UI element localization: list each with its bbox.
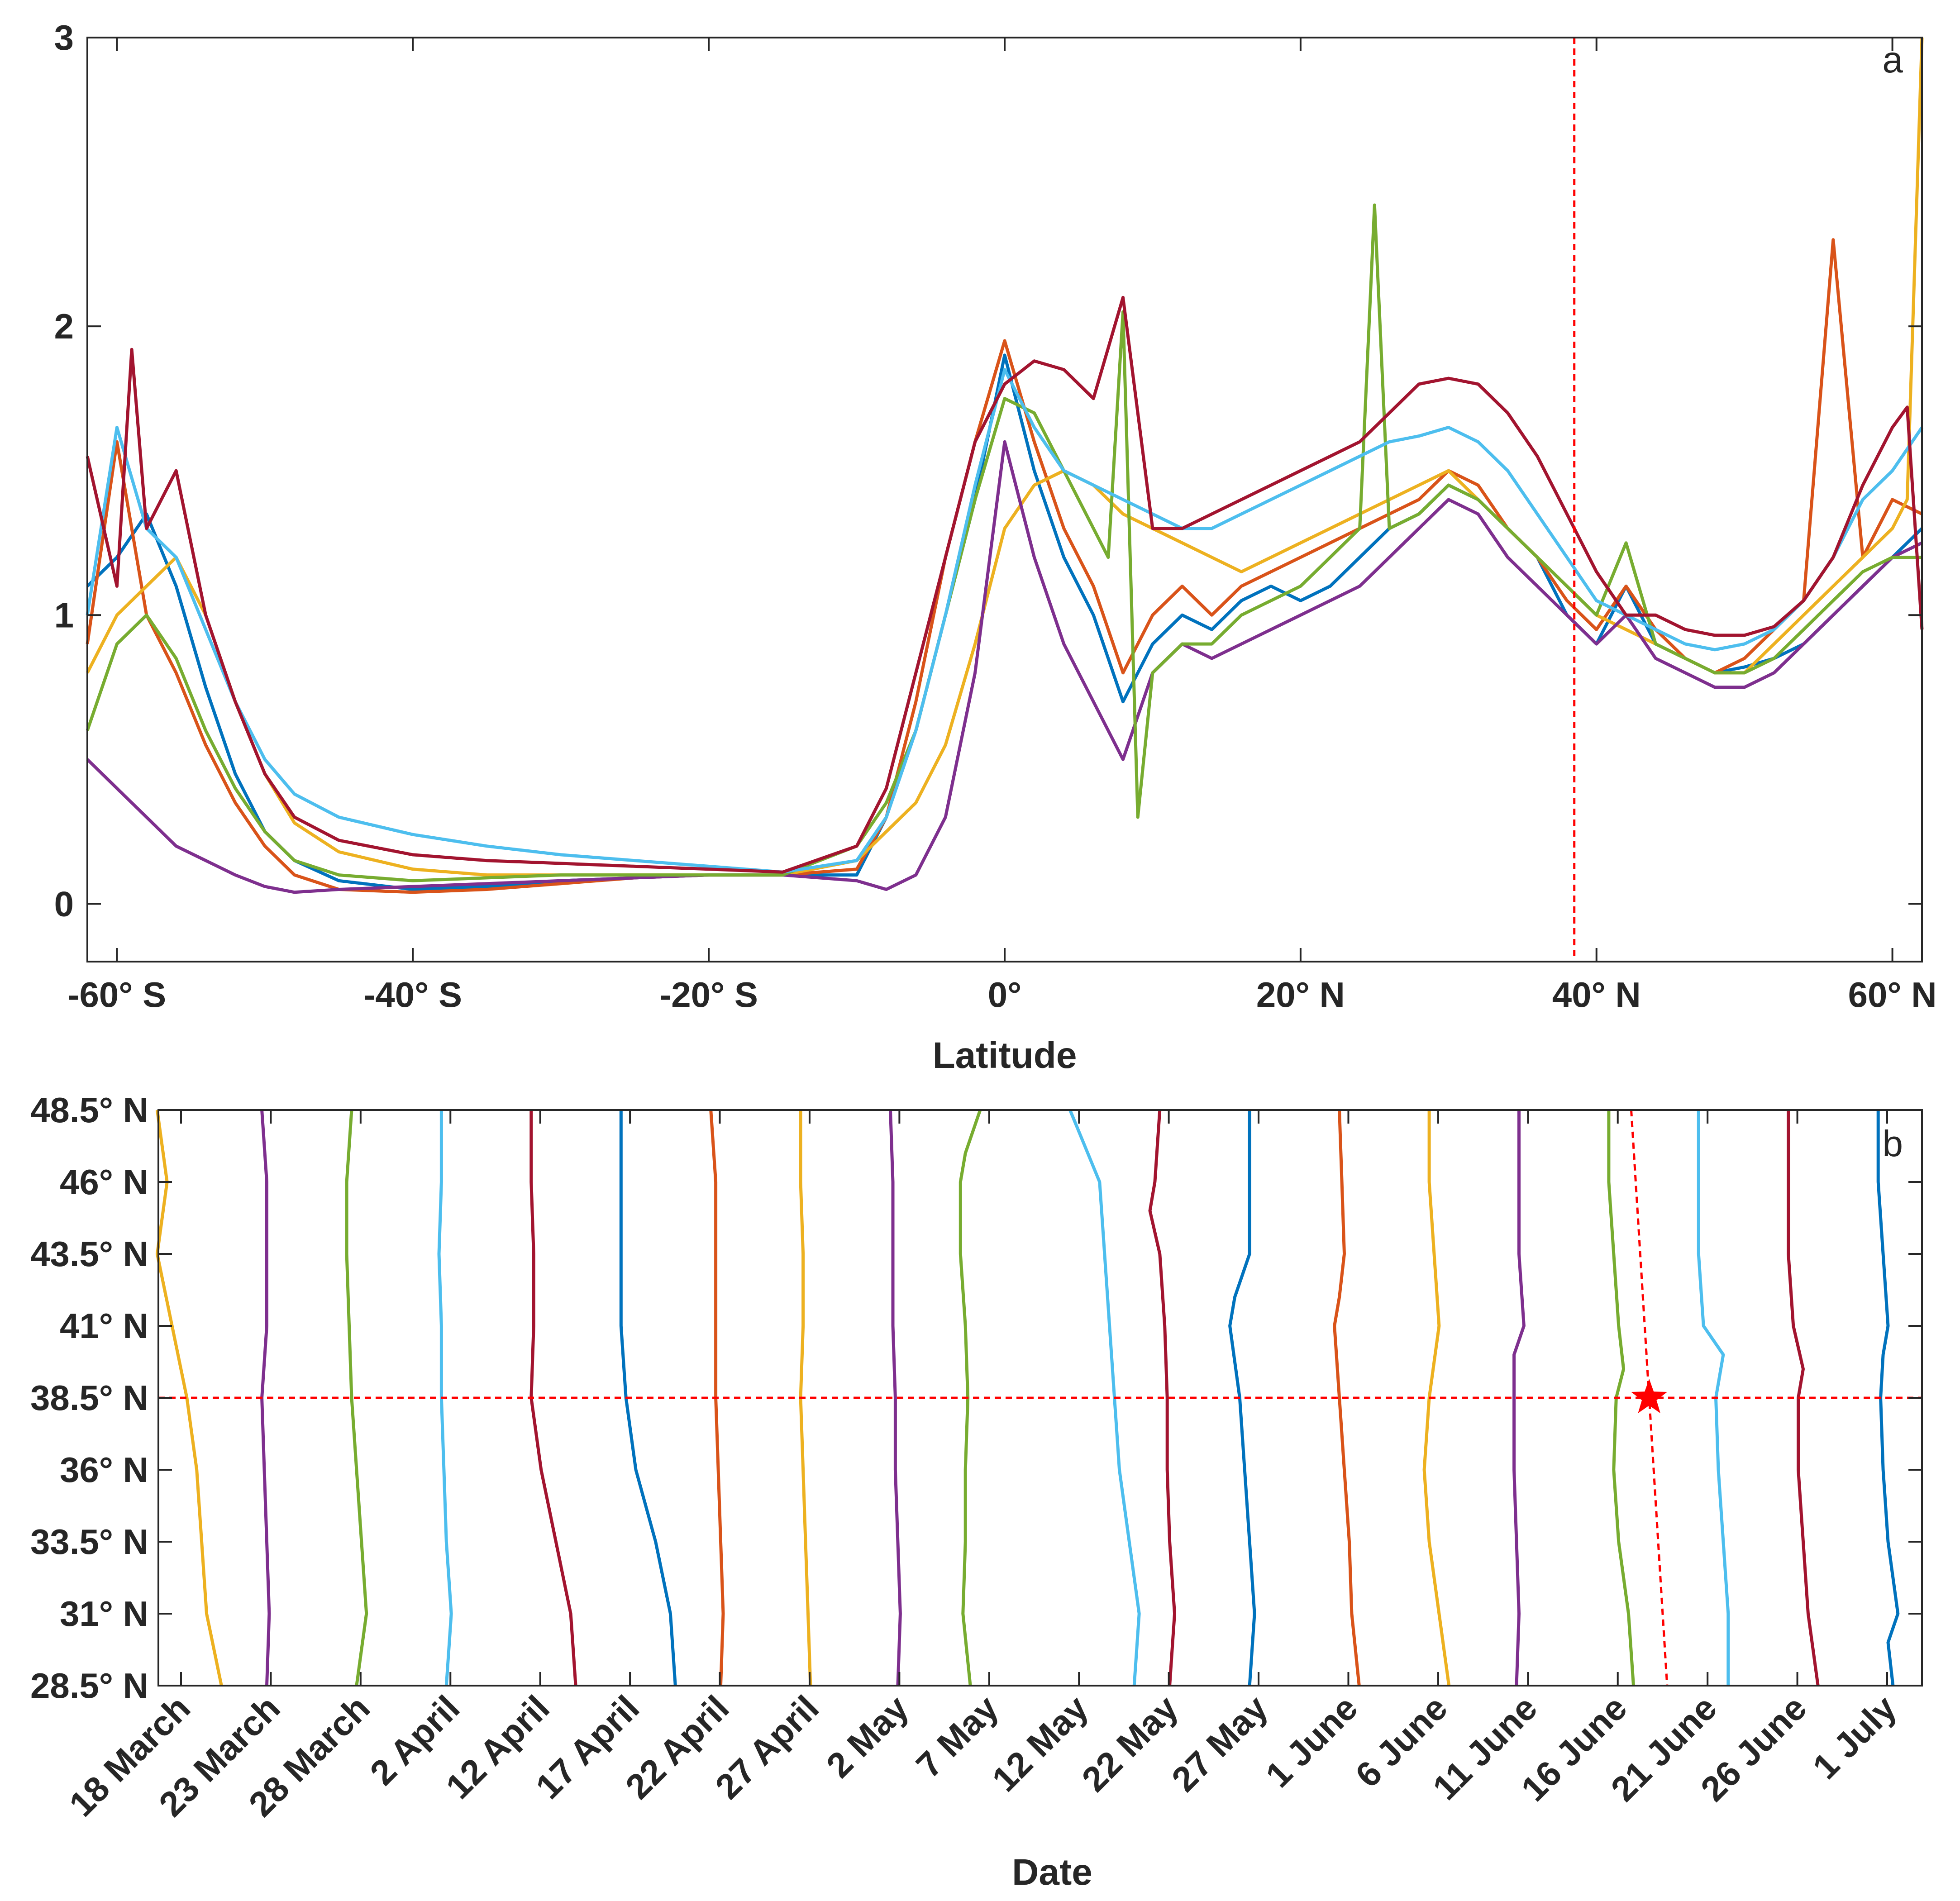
panel-a-x-tick-label: 60° N (1848, 975, 1937, 1015)
panel-b-x-tick-label: 2 May (819, 1688, 916, 1786)
panel-a-series-line-6 (86, 368, 1923, 874)
panel-b-series-line-10 (959, 1109, 982, 1686)
panel-b-series-line-12 (1148, 1110, 1176, 1686)
panel-b-series-line-14 (1333, 1110, 1361, 1686)
panel-b-y-tick-label: 31° N (60, 1594, 148, 1634)
panel-a-label: a (1882, 39, 1903, 81)
panel-b-x-tick-label: 1 July (1805, 1688, 1904, 1787)
panel-b-y-ticks: 28.5° N 31° N 33.5° N 36° N 38.5° N 41° N 43.5… (30, 1090, 1922, 1706)
panel-b-reference-lines (158, 1110, 1922, 1686)
panel-a-y-tick-label: 1 (54, 595, 74, 635)
panel-b-series-line-3 (345, 1110, 368, 1686)
panel-a-x-tick-label: -40° S (363, 975, 462, 1015)
panel-a-series-line-2 (86, 238, 1923, 894)
panel-b-x-tick-label: 27 May (1164, 1688, 1275, 1799)
panel-a-series-line-4 (86, 440, 1923, 894)
panel-b-series-line-17 (1607, 1110, 1635, 1686)
panel-b-x-tick-label: 22 May (1074, 1688, 1185, 1799)
panel-b-x-axis-title: Date (1012, 1852, 1092, 1893)
panel-b-series-line-18 (1697, 1110, 1730, 1686)
chart-panel-a: -60° S -40° S -20° S 0° 20° N 40° N 60° N 0 1 2 3… (54, 18, 1937, 1076)
panel-b-series-line-16 (1512, 1110, 1526, 1686)
panel-a-x-tick-label: -20° S (659, 975, 758, 1015)
panel-b-y-tick-label: 33.5° N (30, 1522, 148, 1562)
panel-a-x-tick-label: 0° (988, 975, 1022, 1015)
panel-b-y-tick-label: 46° N (60, 1162, 148, 1202)
panel-b-y-tick-label: 38.5° N (30, 1378, 148, 1418)
panel-b-label: b (1882, 1123, 1903, 1164)
panel-b-series-line-9 (889, 1110, 902, 1686)
panel-b-series-line-13 (1228, 1110, 1256, 1686)
panel-a-x-tick-label: 20° N (1256, 975, 1345, 1015)
panel-a-y-ticks: 0 1 2 3 (54, 18, 1922, 924)
panel-a-y-tick-label: 0 (54, 884, 74, 924)
panel-a-y-tick-label: 2 (54, 306, 74, 346)
panel-a-y-tick-label: 3 (54, 18, 74, 57)
panel-a-series-line-7 (86, 295, 1924, 874)
panel-b-y-tick-label: 43.5° N (30, 1234, 148, 1274)
panel-a-series-group (86, 37, 1924, 894)
panel-b-series-line-1 (155, 1110, 223, 1686)
panel-a-x-tick-label: 40° N (1552, 975, 1641, 1015)
panel-a-series-line-5 (86, 203, 1922, 882)
panel-b-x-tick-label: 12 May (984, 1688, 1096, 1799)
panel-b-y-tick-label: 48.5° N (30, 1090, 148, 1130)
panel-a-x-ticks: -60° S -40° S -20° S 0° 20° N 40° N 60° N (68, 38, 1937, 1015)
panel-b-series-line-19 (1787, 1110, 1820, 1686)
star-marker (1631, 1379, 1668, 1413)
panel-a-series-line-1 (86, 353, 1923, 891)
panel-b-y-tick-label: 36° N (60, 1450, 148, 1490)
panel-a-x-tick-label: -60° S (68, 975, 167, 1015)
panel-a-series-line-3 (86, 37, 1924, 877)
panel-b-y-tick-label: 28.5° N (30, 1666, 148, 1706)
panel-b-x-tick-label: 1 June (1258, 1688, 1365, 1795)
panel-a-x-axis-title: Latitude (933, 1035, 1077, 1076)
panel-b-y-tick-label: 41° N (60, 1306, 148, 1346)
